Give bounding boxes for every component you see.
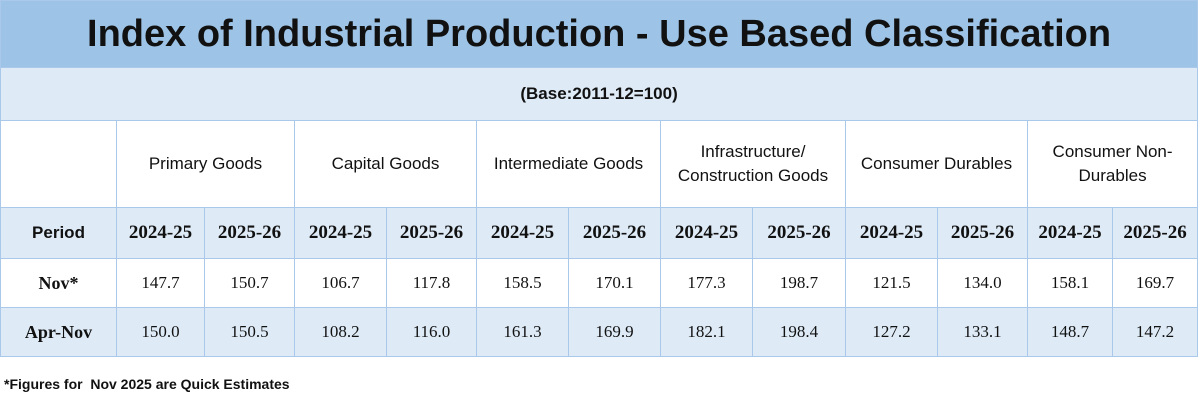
year-header: 2024-25 [660,207,753,259]
value-cell: 169.9 [568,307,661,357]
year-header: 2024-25 [294,207,387,259]
value-cell: 147.7 [116,258,205,308]
subtitle-row: (Base:2011-12=100) [0,67,1199,121]
group-header: Primary Goods [116,120,295,208]
value-cell: 150.7 [204,258,295,308]
year-header: 2024-25 [476,207,569,259]
value-cell: 106.7 [294,258,387,308]
value-cell: 169.7 [1111,258,1199,308]
row-label: Apr-Nov [0,307,117,357]
table-body: Index of Industrial Production - Use Bas… [0,0,1199,357]
group-header: Infrastructure/ Construction Goods [660,120,846,208]
footnote: *Figures for Nov 2025 are Quick Estimate… [4,376,290,392]
period-header: Period [0,207,117,259]
title-row: Index of Industrial Production - Use Bas… [0,0,1199,68]
value-cell: 116.0 [386,307,477,357]
value-cell: 198.4 [752,307,846,357]
year-row: Period 2024-25 2025-26 2024-25 2025-26 2024-2… [0,207,1199,259]
value-cell: 117.8 [386,258,477,308]
value-cell: 158.1 [1027,258,1113,308]
value-cell: 147.2 [1111,307,1199,357]
value-cell: 170.1 [568,258,661,308]
value-cell: 148.7 [1027,307,1113,357]
group-header: Consumer Durables [845,120,1028,208]
group-header: Intermediate Goods [476,120,661,208]
value-cell: 161.3 [476,307,569,357]
value-cell: 198.7 [752,258,846,308]
year-header: 2025-26 [1111,207,1199,259]
group-header: Consumer Non-Durables [1026,120,1199,208]
year-header: 2025-26 [752,207,846,259]
year-header: 2025-26 [386,207,477,259]
value-cell: 158.5 [476,258,569,308]
year-header: 2024-25 [1027,207,1113,259]
value-cell: 182.1 [660,307,753,357]
value-cell: 133.1 [937,307,1028,357]
data-row: Apr-Nov 150.0 150.5 108.2 116.0 161.3 169.9 182… [0,307,1199,357]
blank-cell [0,120,117,208]
iip-table: Index of Industrial Production - Use Bas… [0,0,1199,357]
row-label: Nov* [0,258,117,308]
value-cell: 177.3 [660,258,753,308]
year-header: 2025-26 [204,207,295,259]
value-cell: 121.5 [845,258,938,308]
year-header: 2025-26 [568,207,661,259]
title: Index of Industrial Production - Use Bas… [0,0,1199,68]
value-cell: 127.2 [845,307,938,357]
year-header: 2025-26 [937,207,1028,259]
year-header: 2024-25 [845,207,938,259]
year-header: 2024-25 [116,207,205,259]
value-cell: 108.2 [294,307,387,357]
value-cell: 150.0 [116,307,205,357]
group-header: Capital Goods [294,120,477,208]
value-cell: 150.5 [204,307,295,357]
group-row: Primary Goods Capital Goods Intermediate G… [0,120,1199,208]
subtitle: (Base:2011-12=100) [0,67,1199,121]
data-row: Nov* 147.7 150.7 106.7 117.8 158.5 170.1 177.3 1… [0,258,1199,308]
value-cell: 134.0 [937,258,1028,308]
